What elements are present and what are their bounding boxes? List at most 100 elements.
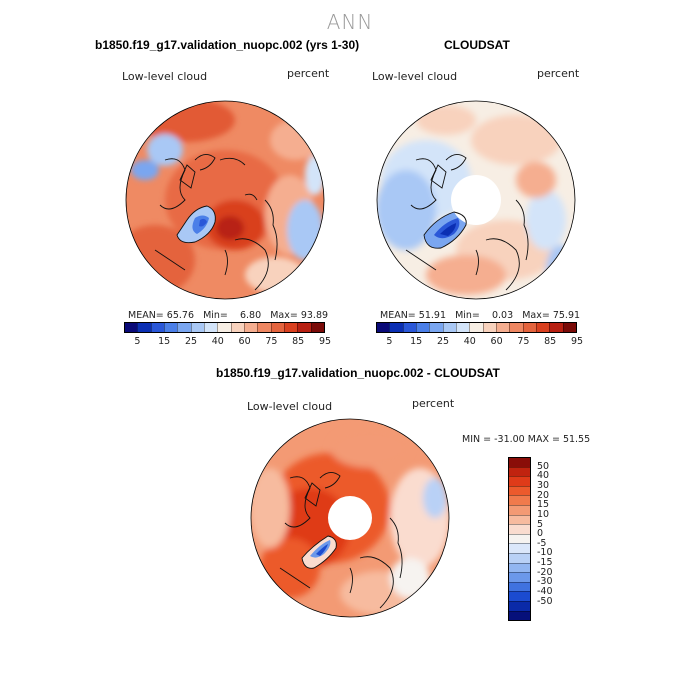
obs-colorbar-swatch [469, 323, 483, 332]
diff-colorbar-label: 40 [537, 470, 550, 482]
model-min-value: 6.80 [239, 310, 262, 321]
obs-stats: MEAN= 51.91 Min= 0.03 Max= 75.91 [380, 310, 581, 321]
diff-colorbar-label: -10 [537, 547, 553, 559]
model-colorbar-label: 5 [134, 336, 141, 347]
obs-min-value: 0.03 [491, 310, 514, 321]
diff-colorbar-swatch [509, 610, 530, 621]
diff-colorbar-swatch [509, 466, 530, 477]
model-colorbar-label: 75 [265, 336, 278, 347]
model-colorbar-swatch [150, 323, 164, 332]
diff-colorbar-label: 5 [537, 518, 544, 530]
diff-colorbar-label: 10 [537, 508, 550, 520]
diff-colorbar-swatch [509, 552, 530, 563]
page-title: ANN [326, 10, 374, 34]
diff-panel-title: b1850.f19_g17.validation_nuopc.002 - CLO… [216, 366, 500, 380]
model-colorbar-label: 60 [238, 336, 251, 347]
model-mean-value: 65.76 [166, 310, 194, 321]
model-colorbar-swatch [297, 323, 311, 332]
diff-colorbar-swatch [509, 524, 530, 534]
diff-colorbar-label: -30 [537, 576, 553, 588]
diff-colorbar-labels: 50 40 30 20 15 10 5 0 -5 -10 -15 -20 -30 -40 -50 [537, 457, 577, 621]
diff-variable-label: Low-level cloud [247, 400, 333, 413]
obs-colorbar-label: 40 [463, 336, 476, 347]
diff-colorbar-swatch [509, 581, 530, 592]
diff-colorbar-swatch [509, 562, 530, 573]
model-colorbar-swatch [137, 323, 151, 332]
diff-colorbar-swatch [509, 495, 530, 505]
model-colorbar-label: 25 [184, 336, 198, 347]
diff-colorbar-label: 0 [537, 528, 544, 540]
diff-colorbar-label: -5 [537, 537, 547, 549]
obs-colorbar-label: 15 [410, 336, 423, 347]
obs-colorbar-label: 60 [490, 336, 503, 347]
model-colorbar-swatch [270, 323, 284, 332]
model-units-label: percent [287, 67, 330, 80]
model-colorbar-labels: 5 15 25 40 60 75 85 95 [124, 336, 331, 348]
obs-colorbar-swatch [535, 323, 550, 332]
diff-colorbar-label: -50 [537, 595, 553, 607]
diff-colorbar-label: 15 [537, 499, 550, 511]
diff-polar-map [250, 418, 450, 618]
model-colorbar-swatch [163, 323, 178, 332]
diff-colorbar-swatch [509, 543, 530, 553]
model-colorbar-swatch [243, 323, 258, 332]
obs-polar-map [376, 100, 576, 300]
obs-units-label: percent [537, 67, 580, 80]
obs-colorbar-label: 5 [386, 336, 393, 347]
obs-colorbar-swatch [562, 323, 576, 332]
obs-colorbar-label: 75 [517, 336, 530, 347]
model-stats: MEAN= 65.76 Min= 6.80 Max= 93.89 [128, 310, 329, 321]
model-colorbar-swatch [217, 323, 231, 332]
diff-colorbar-label: -40 [537, 586, 553, 598]
diff-colorbar-swatch [509, 458, 530, 467]
diff-colorbar-label: 50 [537, 460, 550, 472]
obs-colorbar-swatch [549, 323, 563, 332]
diff-colorbar-swatch [509, 504, 530, 515]
diff-colorbar-swatch [509, 533, 530, 544]
diff-colorbar-swatch [509, 476, 530, 486]
model-colorbar [124, 322, 325, 333]
diff-colorbar-label: -15 [537, 557, 553, 569]
model-colorbar-swatch [310, 323, 324, 332]
model-colorbar-swatch [283, 323, 298, 332]
obs-panel-title: CLOUDSAT [444, 38, 510, 52]
obs-colorbar-swatch [522, 323, 536, 332]
model-polar-map [125, 100, 325, 300]
obs-colorbar-swatch [415, 323, 430, 332]
obs-colorbar-swatch [482, 323, 496, 332]
obs-colorbar-swatch [429, 323, 443, 332]
obs-colorbar-swatch [402, 323, 416, 332]
diff-colorbar-swatch [509, 485, 530, 496]
model-colorbar-label: 85 [292, 336, 305, 347]
diff-colorbar-swatch [509, 572, 530, 582]
obs-colorbar [376, 322, 577, 333]
obs-max-value: 75.91 [552, 310, 581, 321]
model-colorbar-label: 95 [318, 336, 332, 347]
diff-units-label: percent [412, 397, 455, 410]
diff-colorbar-label: 20 [537, 489, 550, 501]
obs-colorbar-swatch [455, 323, 470, 332]
model-colorbar-swatch [190, 323, 204, 332]
obs-colorbar-label: 85 [544, 336, 557, 347]
model-colorbar-swatch [257, 323, 271, 332]
obs-colorbar-swatch [377, 323, 390, 332]
obs-colorbar-labels: 5 15 25 40 60 75 85 95 [376, 336, 583, 348]
diff-colorbar [508, 457, 531, 621]
model-panel-title: b1850.f19_g17.validation_nuopc.002 (yrs … [95, 38, 360, 52]
diff-colorbar-swatch [509, 514, 530, 525]
diff-colorbar-swatch [509, 591, 530, 601]
model-variable-label: Low-level cloud [122, 70, 208, 83]
model-colorbar-label: 15 [158, 336, 171, 347]
model-max-value: 93.89 [300, 310, 329, 321]
obs-mean-value: 51.91 [418, 310, 446, 321]
obs-colorbar-label: 25 [436, 336, 450, 347]
model-colorbar-swatch [203, 323, 218, 332]
diff-stats: MIN = -31.00 MAX = 51.55 [462, 434, 591, 445]
model-colorbar-label: 40 [211, 336, 224, 347]
model-colorbar-swatch [230, 323, 244, 332]
model-colorbar-swatch [125, 323, 138, 332]
diff-colorbar-label: -20 [537, 566, 553, 578]
diff-colorbar-label: 30 [537, 479, 550, 491]
model-colorbar-swatch [177, 323, 191, 332]
obs-colorbar-label: 95 [570, 336, 584, 347]
